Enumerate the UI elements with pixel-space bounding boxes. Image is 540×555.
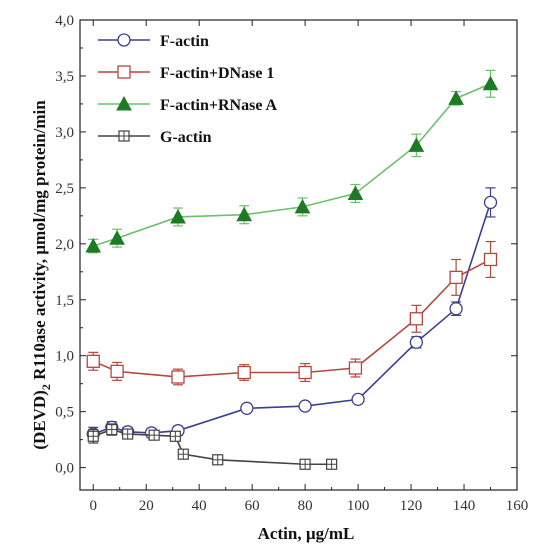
- data-point: [409, 335, 424, 349]
- data-point: [348, 361, 363, 375]
- data-point: [177, 448, 189, 460]
- y-axis-title-main: (DEVD): [30, 390, 49, 450]
- data-point: [449, 270, 463, 285]
- data-point: [408, 137, 425, 152]
- data-point: [298, 399, 312, 413]
- legend-label: G-actin: [160, 129, 212, 146]
- y-tick-label: 3,0: [55, 125, 74, 141]
- legend-item-1: F-actin+DNase 1: [98, 65, 274, 82]
- data-point: [122, 428, 134, 440]
- data-point: [240, 401, 254, 415]
- series-1: [86, 240, 498, 386]
- x-tick-label: 60: [245, 498, 260, 514]
- data-point: [294, 198, 311, 214]
- legend-marker: [116, 95, 132, 111]
- series-0: [86, 187, 498, 442]
- y-tick-label: 0,0: [55, 461, 74, 477]
- data-point: [237, 365, 251, 380]
- data-point: [169, 430, 181, 442]
- legend-label: F-actin+RNase A: [160, 97, 278, 114]
- series-2: [85, 69, 499, 254]
- y-tick-label: 3,5: [55, 69, 74, 85]
- data-point: [409, 312, 424, 326]
- y-tick-label: 0,5: [55, 405, 74, 421]
- x-axis-title: Actin, µg/mL: [258, 524, 355, 543]
- legend-label: F-actin+DNase 1: [160, 65, 274, 82]
- data-point: [110, 364, 124, 379]
- y-tick-label: 2,5: [55, 181, 74, 197]
- data-point: [483, 252, 498, 267]
- y-axis-title: (DEVD)2 R110ase activity, µmol/mg protei…: [30, 100, 53, 450]
- y-tick-label: 2,0: [55, 237, 74, 253]
- legend-item-0: F-actin: [98, 33, 209, 50]
- x-tick-label: 0: [89, 498, 97, 514]
- data-point: [171, 370, 185, 384]
- legend-label: F-actin: [160, 33, 209, 50]
- data-point: [106, 423, 118, 436]
- data-point: [86, 354, 100, 368]
- series-line: [92, 83, 491, 247]
- data-point: [483, 195, 498, 210]
- data-point: [347, 185, 364, 200]
- data-point: [449, 302, 463, 316]
- y-tick-label: 1,5: [55, 293, 74, 309]
- legend-marker: [118, 130, 130, 142]
- plot-layer: 0 20 40 60 80 100 120 140 160 0,0 0,5 1,0 1,5 2,0 2,5 3…: [55, 13, 528, 514]
- x-tick-label: 40: [192, 498, 207, 514]
- data-point: [448, 90, 464, 105]
- data-point: [109, 230, 125, 245]
- data-point: [212, 454, 224, 466]
- legend-item-2: F-actin+RNase A: [98, 95, 278, 114]
- data-point: [326, 458, 338, 470]
- y-tick-label: 4,0: [55, 13, 74, 29]
- data-point: [482, 75, 499, 91]
- plot-frame: [79, 19, 518, 491]
- data-point: [170, 208, 186, 224]
- x-tick-label: 80: [298, 498, 313, 514]
- x-tick-label: 100: [347, 498, 370, 514]
- legend-marker: [117, 33, 131, 47]
- data-point: [87, 430, 99, 442]
- data-point: [351, 392, 365, 407]
- x-tick-label: 20: [139, 498, 154, 514]
- data-point: [298, 365, 312, 380]
- y-tick-label: 1,0: [55, 349, 74, 365]
- x-tick-label: 120: [400, 498, 423, 514]
- legend-item-3: G-actin: [98, 129, 212, 146]
- data-point: [148, 429, 160, 441]
- data-point: [85, 237, 102, 253]
- legend-marker: [117, 65, 131, 79]
- y-axis-title-rest: R110ase activity, µmol/mg protein/min: [30, 100, 49, 384]
- x-tick-label: 160: [506, 498, 529, 514]
- x-tick-label: 140: [453, 498, 476, 514]
- data-point: [299, 458, 311, 470]
- legend: F-actin F-actin+DNase 1 F-actin+RNase A G-a…: [98, 33, 278, 146]
- series-line: [92, 202, 492, 435]
- data-point: [236, 206, 253, 222]
- y-axis-title-subscript: 2: [39, 384, 53, 390]
- series-3: [87, 423, 338, 470]
- series-line: [92, 258, 491, 378]
